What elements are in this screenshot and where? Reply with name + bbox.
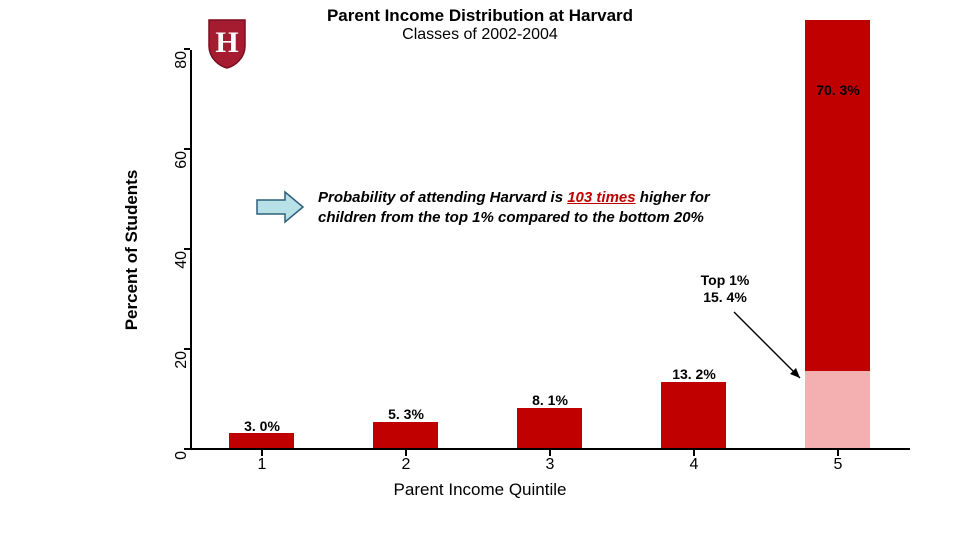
bar-label-q5: 70. 3% (816, 82, 860, 98)
bar-label-q1: 3. 0% (244, 418, 280, 434)
x-tick-label: 3 (530, 456, 570, 474)
bar-q2 (373, 422, 438, 449)
bar-q5-upper-segment (805, 20, 870, 372)
y-tick-label: 20 (173, 351, 191, 381)
annotation-pre: Probability of attending Harvard is (318, 189, 567, 206)
bar-q3 (517, 408, 582, 449)
bar-label-q2: 5. 3% (388, 406, 424, 422)
x-tick-label: 5 (818, 456, 858, 474)
annotation-text: Probability of attending Harvard is 103 … (318, 188, 738, 229)
x-tick-label: 2 (386, 456, 426, 474)
y-tick-label: 0 (173, 451, 191, 481)
y-tick-label: 40 (173, 251, 191, 281)
block-arrow-icon (255, 190, 305, 224)
y-tick (184, 348, 190, 350)
bar-q5-top1-segment (805, 371, 870, 448)
bar-q4 (661, 382, 726, 448)
x-tick-label: 4 (674, 456, 714, 474)
chart-plot-area: 0 20 40 60 80 3. 0% 5. 3% 8. 1% 13. 2% 7… (190, 50, 910, 450)
y-tick (184, 448, 190, 450)
bar-label-q3: 8. 1% (532, 392, 568, 408)
y-tick (184, 148, 190, 150)
annotation-highlight: 103 times (567, 189, 635, 206)
bar-label-q4: 13. 2% (672, 366, 716, 382)
y-axis-line (190, 50, 192, 450)
x-tick-label: 1 (242, 456, 282, 474)
y-tick-label: 60 (173, 151, 191, 181)
y-axis-label: Percent of Students (122, 170, 142, 331)
bar-q1 (229, 433, 294, 448)
y-tick-label: 80 (173, 51, 191, 81)
x-axis-label: Parent Income Quintile (0, 480, 960, 500)
thin-arrow-icon (730, 308, 810, 388)
top1-line2: 15. 4% (690, 289, 760, 306)
top1-callout: Top 1% 15. 4% (690, 272, 760, 306)
top1-line1: Top 1% (690, 272, 760, 289)
y-tick (184, 248, 190, 250)
y-tick (184, 48, 190, 50)
